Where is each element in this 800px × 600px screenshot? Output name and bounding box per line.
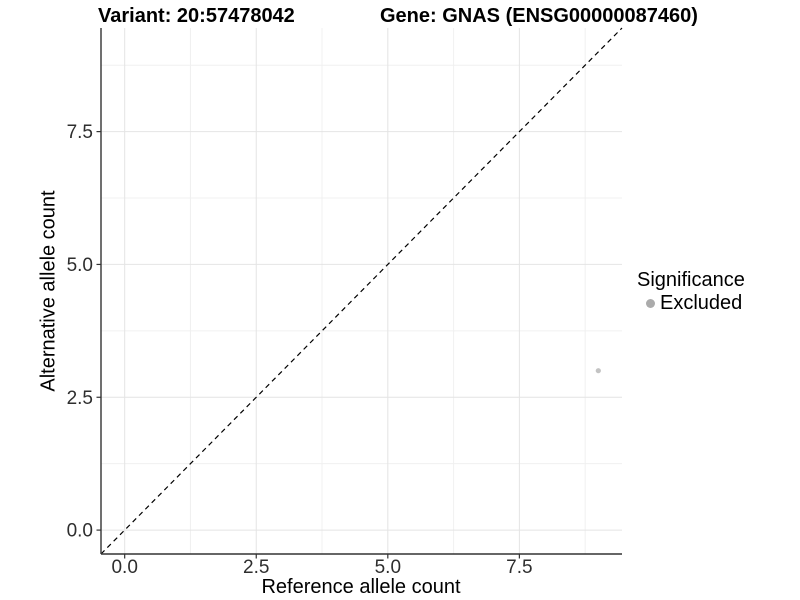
- x-tick-label: 2.5: [243, 557, 269, 578]
- y-axis-title: Alternative allele count: [37, 190, 60, 392]
- data-point-excluded: [595, 368, 601, 374]
- x-tick-label: 0.0: [111, 557, 137, 578]
- plot-title-variant: Variant: 20:57478042: [98, 5, 295, 27]
- x-tick-label: 7.5: [506, 557, 532, 578]
- y-tick-label: 7.5: [67, 122, 93, 143]
- plot-title-gene: Gene: GNAS (ENSG00000087460): [380, 5, 698, 27]
- legend: Significance Excluded: [637, 270, 745, 313]
- x-tick-label: 5.0: [375, 557, 401, 578]
- legend-point-icon: [646, 298, 655, 308]
- y-tick-label: 0.0: [67, 521, 93, 542]
- legend-item-label: Excluded: [660, 292, 743, 314]
- y-tick-label: 2.5: [67, 388, 93, 409]
- legend-item-excluded: Excluded: [646, 293, 745, 313]
- legend-title: Significance: [637, 269, 745, 291]
- identity-dashed-line: [100, 27, 623, 555]
- x-axis-title: Reference allele count: [261, 576, 461, 598]
- y-tick-label: 5.0: [67, 255, 93, 276]
